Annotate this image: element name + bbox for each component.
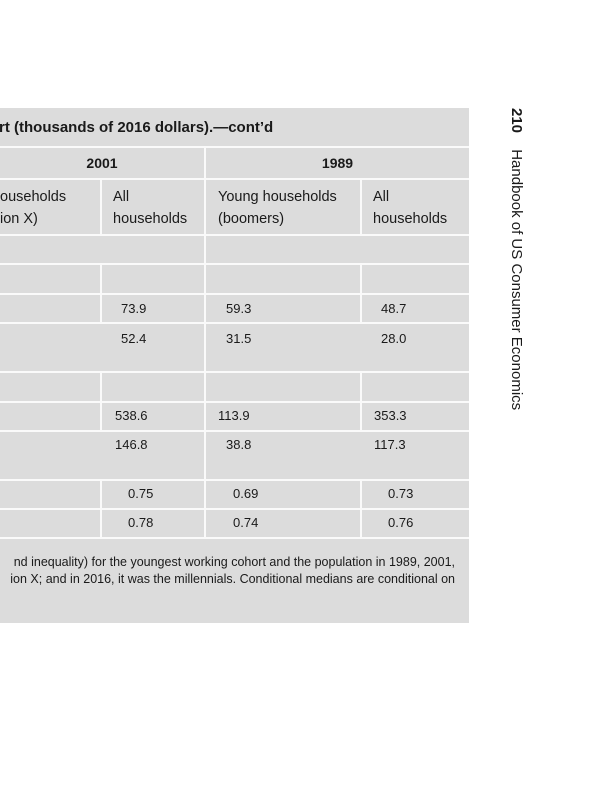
table-title: rt (thousands of 2016 dollars).—cont’d [0, 119, 274, 136]
col-header-young-2001: ouseholds ion X) [0, 189, 67, 227]
year-header-2001: 2001 [86, 155, 118, 171]
book-title: Handbook of US Consumer Economics [508, 149, 525, 411]
table-cell: 146.8 [115, 437, 148, 452]
table-cell: 38.8 [226, 437, 252, 452]
table-cell: 538.6 [115, 408, 148, 423]
table-footnote: nd inequality) for the youngest working … [10, 555, 455, 586]
table-cell: 0.69 [233, 486, 259, 501]
table-cell: 0.76 [388, 515, 414, 530]
table-cell: 0.74 [233, 515, 259, 530]
table-cell: 28.0 [381, 331, 407, 346]
table-cell: 31.5 [226, 331, 252, 346]
table-cell: 73.9 [121, 301, 147, 316]
col-header-all-1989: All households [373, 189, 448, 227]
data-table: rt (thousands of 2016 dollars).—cont’d 2… [0, 108, 469, 623]
table-cell: 0.78 [128, 515, 154, 530]
table-cell: 117.3 [374, 437, 406, 452]
table-cell: 0.73 [388, 486, 414, 501]
table-cell: 59.3 [226, 301, 252, 316]
running-head: 210 Handbook of US Consumer Economics [506, 108, 526, 428]
col-header-young-1989: Young households (boomers) [218, 189, 337, 227]
table-cell: 353.3 [374, 408, 407, 423]
col-header-all-2001: All households [113, 189, 188, 227]
table-cell: 0.75 [128, 486, 154, 501]
table-cell: 48.7 [381, 301, 407, 316]
page-number: 210 [508, 108, 525, 134]
table-cell: 113.9 [218, 408, 250, 423]
year-header-1989: 1989 [321, 155, 354, 171]
table-cell: 52.4 [121, 331, 147, 346]
